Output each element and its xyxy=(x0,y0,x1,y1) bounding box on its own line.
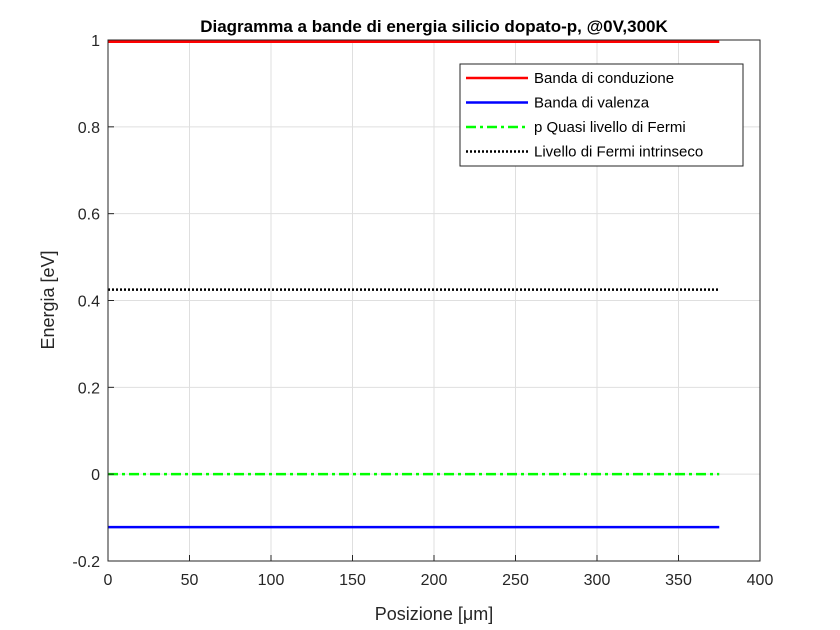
tick-labels: 0 50 100 150 200 250 300 350 400-0.200.20.40.60.… xyxy=(72,33,773,589)
ticks xyxy=(107,39,761,562)
x-tick-label: 350 xyxy=(665,572,692,589)
y-tick-label: 0.6 xyxy=(78,207,100,224)
x-tick-label: 150 xyxy=(339,572,366,589)
x-tick-label: 100 xyxy=(258,572,285,589)
series-group xyxy=(108,40,720,529)
y-tick-label: 1 xyxy=(91,33,100,50)
y-tick-label: -0.2 xyxy=(72,554,100,571)
y-axis-label: Energia [eV] xyxy=(38,250,58,349)
x-axis-label: Posizione [μm] xyxy=(375,604,493,624)
legend-label: Banda di conduzione xyxy=(534,70,674,87)
legend-label: p Quasi livello di Fermi xyxy=(534,119,686,136)
legend-box xyxy=(459,63,744,167)
legend-label: Livello di Fermi intrinseco xyxy=(534,144,703,161)
legend-label: Banda di valenza xyxy=(534,95,650,112)
x-tick-label: 300 xyxy=(584,572,611,589)
y-tick-label: 0.4 xyxy=(78,294,100,311)
chart-title: Diagramma a bande di energia silicio dop… xyxy=(200,17,668,36)
legend: Banda di conduzione Banda di valenza p Qua… xyxy=(459,63,744,167)
x-tick-label: 50 xyxy=(181,572,199,589)
y-tick-label: 0.2 xyxy=(78,380,100,397)
x-tick-label: 200 xyxy=(421,572,448,589)
x-tick-label: 400 xyxy=(747,572,774,589)
y-tick-label: 0 xyxy=(91,467,100,484)
x-tick-label: 0 xyxy=(104,572,113,589)
x-tick-label: 250 xyxy=(502,572,529,589)
y-tick-label: 0.8 xyxy=(78,120,100,137)
